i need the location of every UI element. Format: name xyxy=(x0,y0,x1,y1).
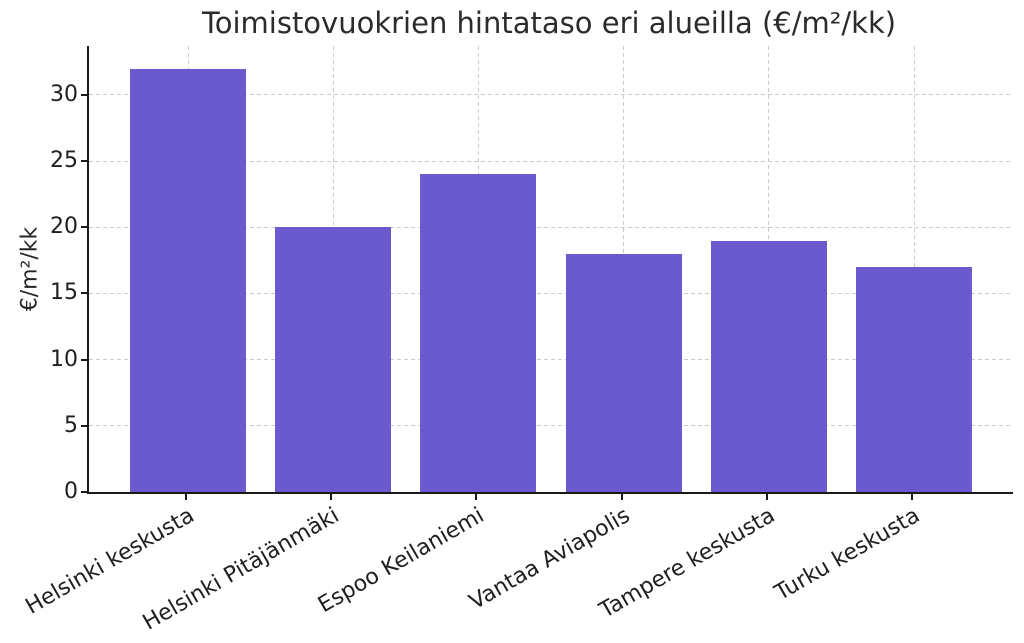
horizontal-gridline xyxy=(89,292,1013,294)
x-tick-mark xyxy=(330,494,333,500)
y-tick-label: 25 xyxy=(50,148,78,174)
y-tick-mark xyxy=(81,424,87,427)
x-tick-label: Turku keskusta xyxy=(771,503,925,606)
horizontal-gridline xyxy=(89,94,1013,96)
y-tick-mark xyxy=(81,93,87,96)
y-tick-label: 10 xyxy=(50,346,78,372)
horizontal-gridline xyxy=(89,425,1013,427)
y-tick-label: 15 xyxy=(50,280,78,306)
bar-helsinki-pit-j-nm-ki xyxy=(275,227,392,492)
y-tick-mark xyxy=(81,292,87,295)
bar-espoo-keilaniemi xyxy=(420,174,537,492)
y-tick-label: 30 xyxy=(50,81,78,107)
bar-turku-keskusta xyxy=(856,267,972,492)
y-tick-mark xyxy=(81,226,87,229)
horizontal-gridline xyxy=(89,226,1013,228)
x-tick-mark xyxy=(765,494,768,500)
bar-vantaa-aviapolis xyxy=(565,253,682,492)
chart-title: Toimistovuokrien hintataso eri alueilla … xyxy=(201,6,897,40)
bar-helsinki-keskusta xyxy=(130,68,246,492)
x-tick-mark xyxy=(475,494,478,500)
x-tick-mark xyxy=(911,494,913,500)
y-tick-mark xyxy=(81,358,87,361)
y-tick-mark xyxy=(81,491,87,493)
bar-tampere-keskusta xyxy=(710,240,827,492)
horizontal-gridline xyxy=(89,359,1013,361)
y-tick-label: 20 xyxy=(50,214,78,240)
y-tick-mark xyxy=(81,160,87,163)
y-tick-label: 5 xyxy=(64,412,78,438)
x-tick-mark xyxy=(185,494,187,500)
x-tick-mark xyxy=(620,494,623,500)
horizontal-gridline xyxy=(89,160,1013,162)
y-tick-label: 0 xyxy=(64,479,78,504)
plot-area xyxy=(87,46,1013,494)
